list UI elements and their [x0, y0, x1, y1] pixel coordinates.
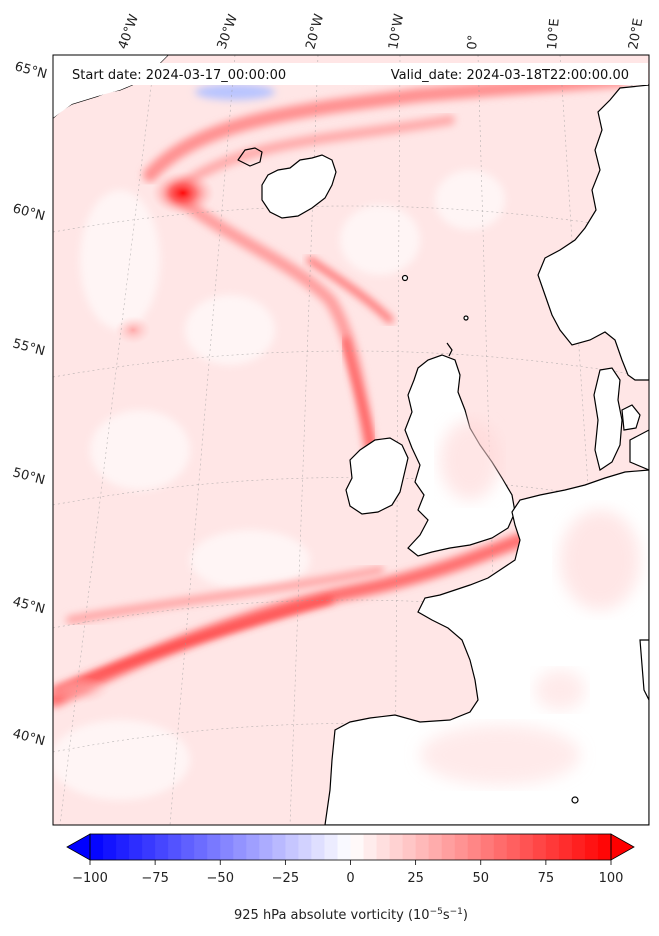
- lon-label: 20°W: [303, 12, 327, 51]
- colorbar-level: [129, 834, 143, 860]
- ireland: [345, 437, 409, 515]
- colorbar-level: [285, 834, 300, 860]
- colorbar-level: [480, 834, 495, 860]
- latitude-labels: 65°N 60°N 55°N 50°N 45°N 40°N: [11, 59, 49, 749]
- colorbar-tick-label: −75: [141, 871, 168, 886]
- colorbar-level: [506, 834, 521, 860]
- lat-label: 65°N: [13, 59, 49, 82]
- colorbar-level: [441, 834, 456, 860]
- cyclone-vorticity-max: [151, 171, 215, 215]
- land-field: [420, 420, 640, 785]
- valid-date-label: Valid_date: 2024-03-18T22:00:00.00: [391, 68, 629, 83]
- vorticity-spot: [115, 316, 151, 344]
- colorbar-label: 925 hPa absolute vorticity (10−5s−1): [234, 907, 468, 923]
- colorbar-tick-label: 25: [407, 871, 424, 886]
- start-date-label: Start date: 2024-03-17_00:00:00: [72, 68, 286, 83]
- colorbar-level: [246, 834, 260, 860]
- lat-label: 55°N: [11, 336, 47, 359]
- colorbar-level: [493, 834, 508, 860]
- colorbar-tick-label: −25: [272, 871, 299, 886]
- colorbar-level: [168, 834, 182, 860]
- colorbar-level: [116, 834, 130, 860]
- colorbar-level: [324, 834, 339, 860]
- colorbar-level: [415, 834, 430, 860]
- colorbar-level: [428, 834, 443, 860]
- colorbar-tick-label: 0: [346, 871, 354, 886]
- colorbar-level: [298, 834, 313, 860]
- colorbar-tick-label: −100: [72, 871, 108, 886]
- lon-label: 10°W: [386, 13, 407, 51]
- colorbar-tick-label: 100: [599, 871, 624, 886]
- colorbar-level: [103, 834, 117, 860]
- colorbar-level: [259, 834, 273, 860]
- colorbar-level: [532, 834, 547, 860]
- iceland: [261, 154, 337, 219]
- colorbar-level: [376, 834, 391, 860]
- colorbar-level: [545, 834, 560, 860]
- colorbar-extend-low: [66, 833, 91, 861]
- colorbar-tick-label: 50: [472, 871, 489, 886]
- colorbar-level: [181, 834, 195, 860]
- longitude-labels: 40°W 30°W 20°W 10°W 0° 10°E 20°E: [116, 12, 647, 51]
- vorticity-spot: [53, 676, 110, 704]
- colorbar-tick-label: 75: [538, 871, 555, 886]
- colorbar-level: [454, 834, 469, 860]
- colorbar-level: [207, 834, 221, 860]
- scandinavia: [537, 84, 649, 381]
- colorbar: −100 −75 −50 −25 0 25 50 75 100 925 hPa absolute…: [66, 833, 635, 923]
- colorbar-level: [233, 834, 247, 860]
- colorbar-level: [467, 834, 482, 860]
- header-strip: [54, 63, 648, 85]
- lon-label: 0°: [465, 34, 481, 50]
- colorbar-level: [311, 834, 326, 860]
- colorbar-level: [350, 834, 365, 860]
- colorbar-level: [519, 834, 534, 860]
- colorbar-level: [402, 834, 417, 860]
- lat-label: 50°N: [11, 465, 47, 488]
- colorbar-level: [571, 834, 586, 860]
- colorbar-level: [272, 834, 286, 860]
- denmark: [593, 367, 623, 471]
- low-vorticity-patches: [53, 170, 505, 800]
- colorbar-level: [337, 834, 352, 860]
- colorbar-level: [597, 834, 612, 860]
- map-panel: Start date: 2024-03-17_00:00:00 Valid_da…: [52, 54, 650, 826]
- colorbar-level: [155, 834, 169, 860]
- faroe-islands: [401, 274, 409, 282]
- map-frame: [52, 54, 650, 826]
- colorbar-level: [220, 834, 234, 860]
- lon-label: 10°E: [545, 18, 563, 50]
- lon-label: 30°W: [215, 12, 241, 51]
- colorbar-level: [90, 834, 104, 860]
- lon-label: 20°E: [626, 17, 646, 50]
- colorbar-ticks: −100 −75 −50 −25 0 25 50 75 100: [72, 860, 623, 886]
- colorbar-level: [389, 834, 404, 860]
- colorbar-extend-high: [610, 833, 635, 861]
- lat-label: 45°N: [11, 594, 47, 617]
- lon-label: 40°W: [116, 12, 142, 51]
- colorbar-level: [142, 834, 156, 860]
- lat-label: 40°N: [11, 726, 47, 749]
- colorbar-level: [584, 834, 599, 860]
- colorbar-level: [363, 834, 378, 860]
- colorbar-level: [558, 834, 573, 860]
- colorbar-level: [194, 834, 208, 860]
- colorbar-levels: [90, 834, 612, 860]
- lat-label: 60°N: [11, 201, 47, 224]
- colorbar-tick-label: −50: [207, 871, 234, 886]
